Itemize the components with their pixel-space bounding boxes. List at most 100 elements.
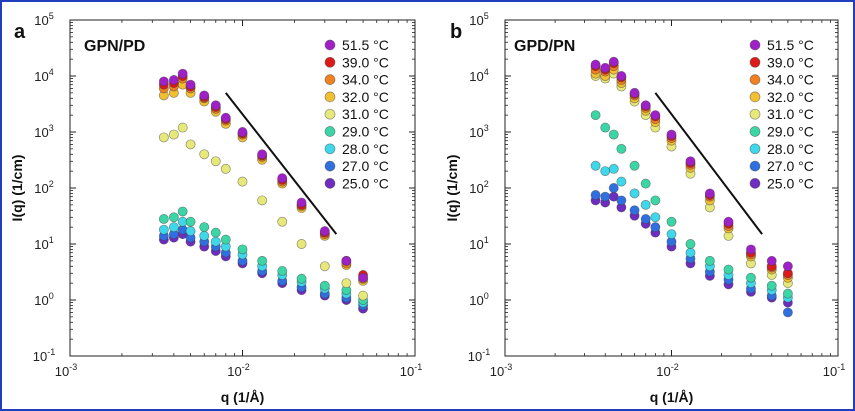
legend-label: 25.0 °C	[342, 175, 389, 191]
data-point	[199, 149, 210, 160]
legend-marker	[324, 143, 336, 155]
y-tick-label: 10-1	[468, 347, 490, 364]
legend-marker	[324, 91, 336, 103]
data-point	[616, 143, 627, 154]
data-point	[608, 183, 619, 193]
legend-marker	[749, 74, 761, 85]
y-tick-label: 10-1	[33, 347, 55, 364]
series-39.0	[158, 71, 369, 280]
data-point	[640, 214, 651, 224]
data-point	[158, 132, 169, 143]
data-point	[220, 112, 231, 123]
data-point	[590, 160, 601, 171]
data-point	[210, 227, 221, 238]
legend: 51.5 °C39.0 °C 34.0 °C32.0 °C31.0 °C 29.0 …	[324, 37, 389, 191]
data-point	[608, 129, 619, 140]
data-point	[650, 222, 661, 233]
data-point	[185, 139, 196, 150]
legend-label: 27.0 °C	[342, 158, 389, 174]
data-point	[358, 290, 369, 301]
data-point	[210, 156, 221, 167]
data-point	[199, 222, 210, 233]
data-point	[640, 100, 651, 111]
legend-label: 51.5 °C	[767, 37, 814, 53]
data-point	[177, 122, 188, 133]
y-tick-exponent: 3	[484, 123, 489, 133]
series-32.0	[158, 79, 369, 286]
data-point	[590, 190, 601, 200]
legend-marker	[749, 178, 761, 189]
x-axis-label: q (1/Å)	[221, 389, 265, 405]
y-tick-label: 105	[469, 11, 488, 28]
sample-label: GPD/PN	[514, 38, 575, 55]
legend-label: 39.0 °C	[767, 54, 814, 70]
data-point	[629, 205, 640, 216]
legend-marker	[749, 160, 761, 172]
legend-marker	[324, 108, 336, 120]
data-point	[608, 163, 619, 174]
legend-label: 28.0 °C	[767, 141, 814, 157]
data-point	[590, 110, 601, 121]
data-point	[600, 191, 611, 202]
legend-marker	[324, 56, 336, 68]
data-point	[782, 307, 793, 318]
x-tick-exponent: -1	[837, 362, 845, 372]
data-point	[296, 197, 307, 208]
data-point	[199, 230, 210, 241]
data-point	[185, 226, 196, 237]
y-tick-exponent: 4	[49, 67, 54, 77]
data-point	[782, 261, 793, 272]
data-point	[629, 188, 640, 199]
x-tick-label: 10-2	[656, 362, 678, 379]
series-34.0	[158, 73, 369, 284]
series-29.0	[158, 206, 369, 305]
y-axis-label: I(q) (1/cm)	[444, 155, 460, 222]
data-point	[277, 266, 288, 276]
data-point	[616, 195, 627, 206]
legend-marker	[749, 91, 761, 103]
legend-marker	[324, 126, 336, 137]
data-point	[745, 272, 756, 283]
slope-guide-line	[654, 92, 763, 235]
data-point	[210, 100, 221, 111]
legend-label: 34.0 °C	[342, 72, 389, 88]
y-tick-exponent: 3	[49, 123, 54, 133]
legend-label: 51.5 °C	[342, 37, 389, 53]
data-point	[629, 87, 640, 98]
data-layer	[158, 68, 369, 314]
data-layer	[590, 56, 793, 318]
y-tick-exponent: 5	[49, 11, 54, 21]
data-point	[168, 222, 179, 233]
y-tick-label: 104	[469, 67, 488, 84]
data-point	[666, 229, 677, 240]
y-tick-exponent: -1	[482, 347, 490, 357]
legend-label: 28.0 °C	[342, 141, 389, 157]
y-tick-label: 101	[34, 235, 53, 252]
series-29.0	[590, 110, 793, 299]
sample-label: GPN/PD	[84, 38, 145, 55]
legend-label: 29.0 °C	[767, 124, 814, 140]
data-point	[650, 212, 661, 223]
data-point	[723, 216, 734, 227]
y-axis-label: I(q) (1/cm)	[9, 155, 25, 222]
data-point	[296, 239, 307, 249]
data-point	[158, 224, 169, 235]
legend-label: 39.0 °C	[342, 54, 389, 70]
data-point	[168, 212, 179, 223]
x-tick-exponent: -2	[671, 362, 679, 372]
data-point	[629, 160, 640, 171]
y-tick-exponent: 1	[49, 235, 54, 245]
legend-label: 31.0 °C	[342, 106, 389, 122]
y-tick-label: 103	[469, 123, 488, 140]
data-point	[296, 273, 307, 284]
data-point	[237, 176, 248, 187]
data-point	[766, 280, 777, 291]
data-point	[257, 195, 268, 206]
legend-marker	[324, 160, 336, 172]
x-tick-label: 10-3	[55, 362, 77, 379]
legend-label: 29.0 °C	[342, 124, 389, 140]
data-point	[685, 156, 696, 167]
y-tick-exponent: 0	[484, 291, 489, 301]
